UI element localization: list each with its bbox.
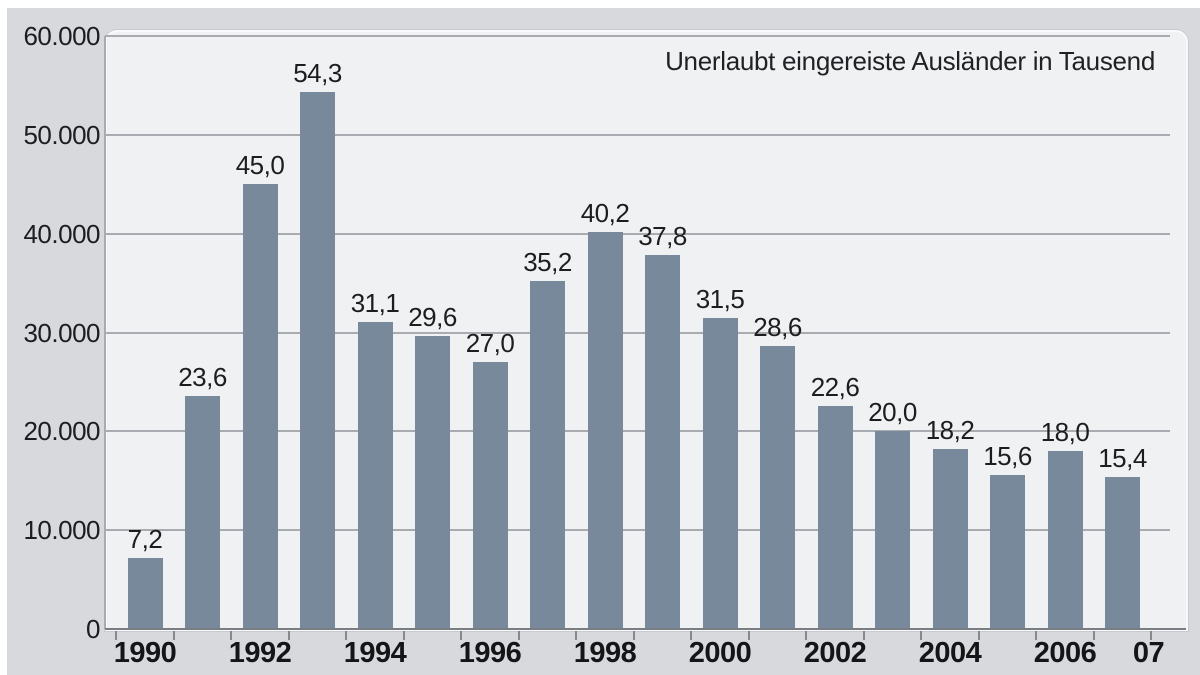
gridline — [105, 232, 1170, 235]
x-axis-tick — [690, 631, 693, 640]
x-axis-tick — [632, 631, 635, 640]
bar-value-label: 18,2 — [925, 415, 975, 446]
bar — [357, 321, 393, 629]
bar-value-label: 23,6 — [178, 361, 227, 392]
x-axis-tick-label: 1992 — [228, 637, 292, 669]
bar — [990, 474, 1025, 629]
bar-value-label: 20,0 — [868, 397, 917, 428]
y-axis-tick-label: 10.000 — [23, 515, 100, 546]
bar — [702, 317, 738, 629]
x-axis-tick — [345, 631, 348, 640]
x-axis-tick — [747, 631, 750, 640]
bar-value-label: 37,8 — [638, 221, 687, 252]
y-axis-tick-label: 30.000 — [23, 317, 100, 348]
bar — [185, 395, 220, 629]
bar — [760, 346, 795, 629]
x-axis-tick — [460, 631, 463, 640]
gridline — [105, 331, 1170, 334]
x-axis-tick — [1035, 631, 1038, 640]
x-axis-tick-label: 1994 — [343, 637, 407, 669]
x-axis-tick-label: 07 — [1132, 637, 1165, 669]
x-axis-tick-label: 1996 — [458, 637, 522, 669]
x-axis-tick-label: 2000 — [688, 637, 752, 669]
bar-value-label: 7,2 — [127, 523, 163, 554]
bar — [127, 557, 163, 629]
bar-value-label: 18,0 — [1040, 417, 1090, 448]
bar-value-label: 29,6 — [408, 302, 457, 333]
bar — [300, 92, 335, 629]
y-axis-tick-label: 0 — [86, 614, 100, 644]
bar — [817, 405, 853, 629]
bar-value-label: 31,5 — [695, 283, 745, 314]
bar-value-label: 31,1 — [350, 287, 400, 318]
bar-value-label: 54,3 — [293, 58, 342, 89]
x-axis-tick — [862, 631, 865, 640]
x-axis-tick — [172, 631, 175, 640]
gridline — [105, 35, 1170, 37]
bar-value-label: 22,6 — [810, 371, 860, 402]
bar — [645, 255, 680, 629]
bar — [530, 281, 565, 629]
x-axis-tick — [1150, 631, 1153, 640]
bar — [242, 184, 278, 629]
bar — [1105, 476, 1140, 629]
x-axis-tick — [115, 631, 118, 640]
x-axis-tick — [575, 631, 578, 640]
bar — [932, 449, 968, 629]
x-axis-tick — [402, 631, 405, 640]
y-axis-tick-label: 20.000 — [23, 416, 100, 447]
x-axis-tick — [920, 631, 923, 640]
gridline — [105, 430, 1170, 433]
bar-value-label: 15,6 — [983, 440, 1032, 471]
x-axis-tick — [805, 631, 808, 640]
bar-value-label: 40,2 — [580, 197, 630, 228]
bar-value-label: 35,2 — [523, 247, 572, 278]
x-axis-tick-label: 1998 — [573, 637, 637, 669]
x-axis-tick — [1092, 631, 1095, 640]
x-axis-tick — [977, 631, 980, 640]
bar — [1047, 451, 1083, 629]
y-axis-tick-label: 60.000 — [23, 21, 100, 51]
bar — [472, 362, 508, 629]
x-axis-tick — [517, 631, 520, 640]
x-axis-tick-label: 2002 — [803, 637, 867, 669]
bar — [415, 336, 450, 629]
chart-title: Unerlaubt eingereiste Ausländer in Tause… — [665, 46, 1155, 76]
y-axis-line — [104, 36, 106, 629]
bar — [587, 231, 623, 629]
x-axis-tick — [287, 631, 290, 640]
gridline — [105, 529, 1170, 532]
gridline — [105, 133, 1170, 136]
bar-value-label: 15,4 — [1098, 442, 1147, 473]
x-axis-tick-label: 2004 — [918, 637, 982, 669]
x-axis-tick-label: 1990 — [113, 637, 177, 669]
x-axis-tick-label: 2006 — [1033, 637, 1097, 669]
bar-value-label: 28,6 — [753, 312, 802, 343]
y-axis-tick-label: 50.000 — [23, 119, 100, 150]
x-axis-baseline — [105, 628, 1186, 630]
x-axis-tick — [230, 631, 233, 640]
bar-value-label: 45,0 — [235, 150, 285, 181]
bar-value-label: 27,0 — [465, 328, 515, 359]
y-axis-tick-label: 40.000 — [23, 218, 100, 249]
bar — [875, 431, 910, 629]
